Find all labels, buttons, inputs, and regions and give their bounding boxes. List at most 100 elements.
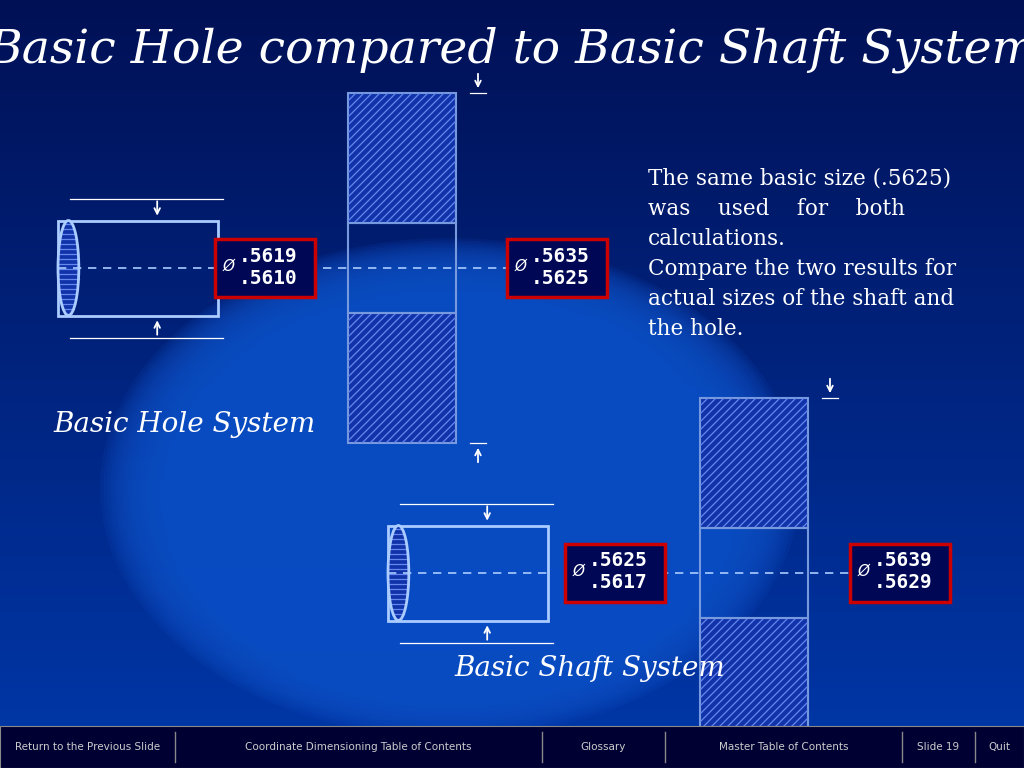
Bar: [0, 154, 1024, 156]
Bar: [0, 566, 1024, 568]
Bar: [0, 397, 1024, 399]
Bar: [0, 640, 1024, 643]
Bar: [0, 323, 1024, 325]
Text: Slide 19: Slide 19: [918, 742, 959, 752]
Bar: [0, 167, 1024, 169]
Bar: [0, 346, 1024, 348]
Bar: [0, 666, 1024, 668]
Bar: [0, 233, 1024, 236]
Bar: [0, 261, 1024, 263]
Bar: [0, 394, 1024, 397]
Bar: [0, 297, 1024, 300]
Ellipse shape: [198, 308, 702, 668]
Bar: [0, 407, 1024, 409]
Bar: [0, 359, 1024, 361]
Bar: [0, 90, 1024, 92]
Ellipse shape: [131, 260, 768, 716]
Bar: [0, 259, 1024, 261]
Bar: [0, 115, 1024, 118]
Bar: [0, 179, 1024, 182]
Bar: [0, 351, 1024, 353]
Bar: [0, 363, 1024, 366]
Bar: [0, 422, 1024, 425]
Bar: [0, 161, 1024, 164]
Bar: [0, 110, 1024, 113]
Bar: [0, 448, 1024, 451]
Bar: [0, 38, 1024, 41]
Bar: [0, 558, 1024, 561]
Bar: [0, 755, 1024, 758]
Bar: [0, 8, 1024, 10]
Ellipse shape: [58, 220, 79, 316]
Bar: [0, 92, 1024, 94]
Bar: [0, 584, 1024, 586]
Text: Ø: Ø: [515, 259, 527, 273]
Bar: [0, 190, 1024, 192]
Bar: [0, 563, 1024, 566]
Text: .5639: .5639: [874, 551, 933, 571]
Bar: [0, 681, 1024, 684]
Bar: [0, 466, 1024, 468]
Bar: [0, 353, 1024, 356]
Bar: [0, 453, 1024, 455]
Text: Ø: Ø: [573, 564, 585, 578]
Text: .5610: .5610: [239, 269, 298, 287]
Bar: [0, 676, 1024, 678]
Bar: [0, 555, 1024, 558]
Ellipse shape: [187, 300, 713, 676]
Bar: [0, 520, 1024, 522]
Ellipse shape: [212, 318, 688, 658]
Text: calculations.: calculations.: [648, 228, 785, 250]
Bar: [0, 737, 1024, 740]
Bar: [0, 525, 1024, 528]
Bar: [0, 271, 1024, 274]
Bar: [850, 544, 950, 602]
Bar: [0, 302, 1024, 305]
Bar: [0, 67, 1024, 69]
Text: Master Table of Contents: Master Table of Contents: [719, 742, 848, 752]
Bar: [0, 84, 1024, 87]
Bar: [0, 64, 1024, 67]
Bar: [0, 187, 1024, 190]
Ellipse shape: [150, 273, 751, 703]
Bar: [0, 551, 1024, 553]
Bar: [0, 517, 1024, 520]
Bar: [0, 151, 1024, 154]
Bar: [0, 461, 1024, 463]
Bar: [0, 697, 1024, 699]
Ellipse shape: [128, 258, 772, 718]
Bar: [0, 701, 1024, 704]
Bar: [0, 94, 1024, 98]
Bar: [0, 494, 1024, 497]
Bar: [0, 125, 1024, 128]
Bar: [0, 766, 1024, 768]
Bar: [0, 425, 1024, 428]
Bar: [0, 392, 1024, 394]
Bar: [0, 589, 1024, 591]
Bar: [0, 197, 1024, 200]
Text: Compare the two results for: Compare the two results for: [648, 258, 956, 280]
Bar: [0, 169, 1024, 171]
Bar: [0, 28, 1024, 31]
Bar: [0, 102, 1024, 105]
Bar: [0, 745, 1024, 747]
Bar: [0, 512, 1024, 515]
Bar: [0, 18, 1024, 21]
Bar: [0, 420, 1024, 422]
Bar: [0, 200, 1024, 202]
Bar: [0, 348, 1024, 351]
Bar: [0, 98, 1024, 100]
Bar: [0, 159, 1024, 161]
Bar: [0, 643, 1024, 645]
Bar: [348, 93, 456, 223]
Ellipse shape: [209, 316, 691, 660]
Bar: [0, 156, 1024, 159]
Bar: [0, 382, 1024, 384]
Bar: [0, 740, 1024, 743]
Bar: [0, 215, 1024, 217]
Bar: [0, 205, 1024, 207]
Bar: [0, 5, 1024, 8]
Bar: [0, 48, 1024, 51]
Bar: [0, 545, 1024, 548]
Bar: [0, 760, 1024, 763]
